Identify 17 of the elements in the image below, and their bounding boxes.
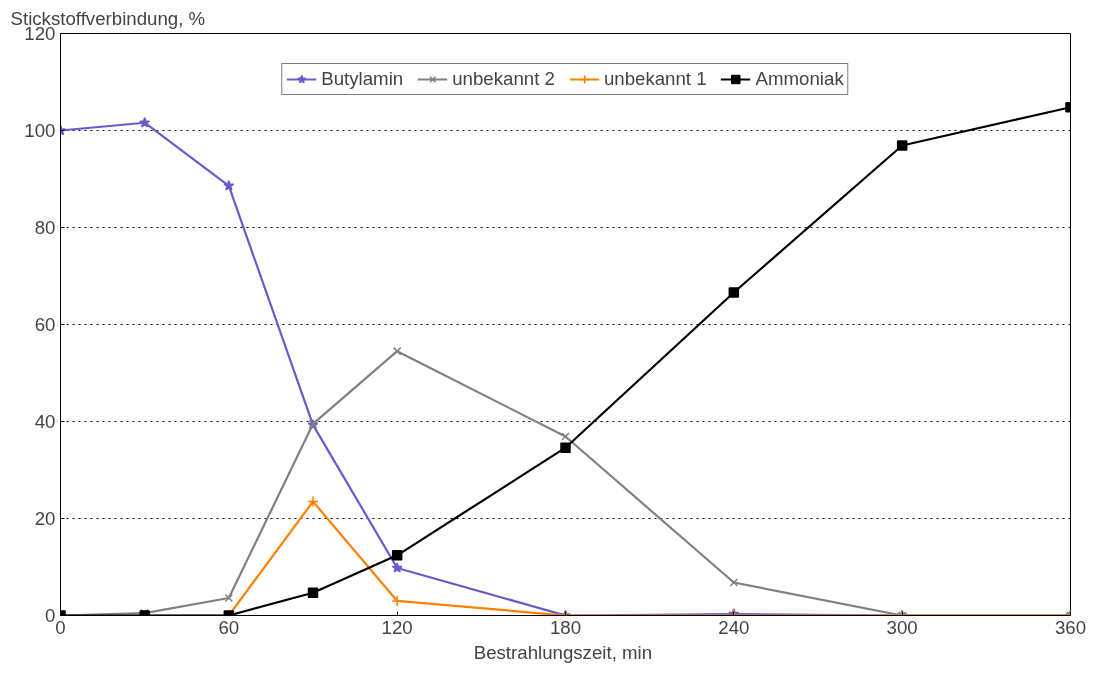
y-tick-label: 40: [34, 411, 56, 432]
legend-label: Ammoniak: [755, 68, 844, 90]
legend-label: Butylamin: [321, 68, 404, 90]
y-axis-title: Stickstoffverbindung, %: [10, 7, 206, 29]
x-tick-label: 300: [886, 616, 918, 638]
x-tick-label: 240: [718, 616, 750, 638]
x-tick-label: 180: [549, 616, 582, 638]
y-tick-label: 80: [34, 217, 56, 238]
x-tick-label: 360: [1054, 616, 1087, 638]
y-tick-label: 20: [34, 508, 56, 529]
legend-label: unbekannt 1: [603, 68, 707, 90]
y-tick-label: 100: [24, 120, 56, 141]
y-tick-label: 60: [34, 314, 56, 335]
x-tick-label: 60: [218, 616, 240, 638]
x-axis-title: Bestrahlungszeit, min: [473, 641, 653, 663]
x-tick-label: 120: [381, 616, 413, 638]
legend-label: unbekannt 2: [452, 68, 555, 90]
